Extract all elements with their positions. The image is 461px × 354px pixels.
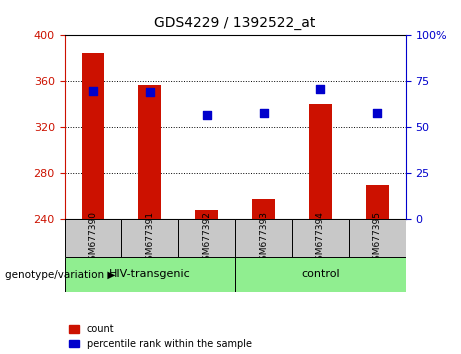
FancyBboxPatch shape [65, 219, 121, 257]
Title: GDS4229 / 1392522_at: GDS4229 / 1392522_at [154, 16, 316, 30]
Legend: count, percentile rank within the sample: count, percentile rank within the sample [70, 324, 252, 349]
FancyBboxPatch shape [121, 219, 178, 257]
Text: control: control [301, 269, 340, 279]
FancyBboxPatch shape [178, 219, 235, 257]
Bar [195, 210, 218, 219]
Point [203, 112, 210, 118]
Bar [82, 53, 104, 219]
Point [373, 110, 381, 115]
FancyBboxPatch shape [292, 219, 349, 257]
Bar [309, 104, 332, 219]
Bar [366, 185, 389, 219]
Text: HIV-transgenic: HIV-transgenic [109, 269, 191, 279]
Point [317, 86, 324, 92]
Text: GSM677393: GSM677393 [259, 211, 268, 266]
FancyBboxPatch shape [235, 257, 406, 292]
FancyBboxPatch shape [65, 257, 235, 292]
Text: GSM677391: GSM677391 [145, 211, 154, 266]
Text: GSM677394: GSM677394 [316, 211, 325, 266]
Bar [138, 85, 161, 219]
FancyBboxPatch shape [235, 219, 292, 257]
Text: GSM677395: GSM677395 [373, 211, 382, 266]
Text: genotype/variation ▶: genotype/variation ▶ [5, 270, 115, 280]
Point [89, 88, 97, 93]
Point [260, 110, 267, 115]
Text: GSM677392: GSM677392 [202, 211, 211, 266]
Point [146, 90, 154, 95]
FancyBboxPatch shape [349, 219, 406, 257]
Text: GSM677390: GSM677390 [89, 211, 97, 266]
Bar [252, 199, 275, 219]
